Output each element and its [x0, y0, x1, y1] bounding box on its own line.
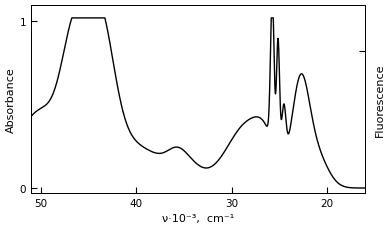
- X-axis label: ν·10⁻³,  cm⁻¹: ν·10⁻³, cm⁻¹: [162, 213, 234, 224]
- Y-axis label: Fluorescence: Fluorescence: [374, 63, 385, 136]
- Y-axis label: Absorbance: Absorbance: [5, 67, 16, 132]
